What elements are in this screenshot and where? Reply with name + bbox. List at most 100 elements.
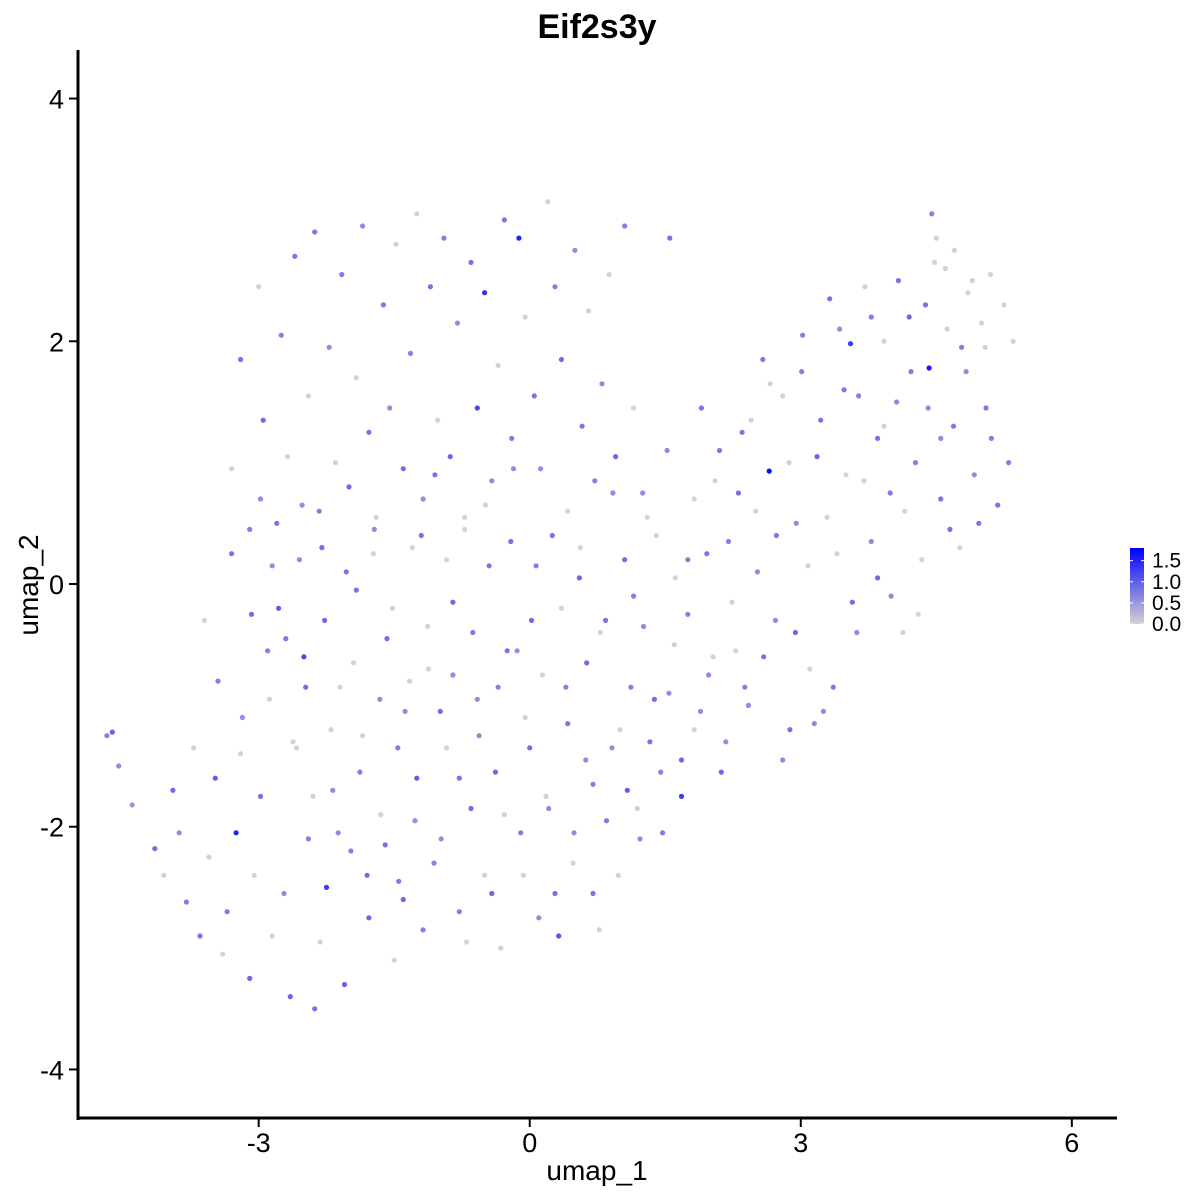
- cell-point: [931, 259, 938, 265]
- cell-point: [287, 994, 293, 1000]
- cell-point: [947, 526, 953, 533]
- cell-point: [579, 423, 585, 429]
- y-tick-label: -2: [40, 813, 64, 843]
- cell-point: [409, 545, 415, 551]
- cell-point: [628, 684, 634, 690]
- cell-point: [539, 672, 546, 678]
- cell-point: [742, 684, 748, 690]
- cell-point: [510, 466, 517, 472]
- cell-point: [729, 599, 735, 605]
- cell-point: [787, 727, 793, 733]
- cell-point: [343, 569, 349, 575]
- chart-title: Eif2s3y: [537, 8, 656, 46]
- cell-point: [305, 836, 311, 842]
- cell-point: [641, 623, 647, 630]
- cell-point: [678, 793, 685, 800]
- cell-point: [837, 326, 843, 332]
- cell-point: [414, 775, 420, 781]
- cell-point: [647, 739, 653, 745]
- cell-point: [432, 472, 438, 478]
- y-tick-label: -4: [40, 1055, 64, 1085]
- cell-point: [704, 551, 710, 557]
- cell-point: [748, 417, 754, 423]
- cell-point: [305, 393, 311, 399]
- cell-point: [563, 684, 569, 690]
- cell-point: [380, 302, 386, 308]
- cell-point: [780, 393, 786, 399]
- cell-point: [827, 296, 833, 302]
- cell-point: [396, 878, 402, 884]
- cell-point: [902, 508, 908, 514]
- cell-point: [938, 496, 944, 502]
- cell-point: [400, 896, 406, 903]
- cell-point: [371, 526, 377, 533]
- cell-point: [435, 417, 441, 423]
- cell-point: [660, 830, 666, 836]
- cell-point: [849, 599, 855, 605]
- cell-point: [786, 460, 792, 466]
- cell-point: [522, 714, 528, 721]
- cell-point: [328, 727, 334, 733]
- cell-point: [312, 1006, 318, 1012]
- cell-point: [753, 508, 759, 514]
- cell-point: [407, 350, 414, 356]
- cell-point: [590, 890, 596, 897]
- cell-point: [875, 435, 881, 441]
- cell-point: [881, 338, 887, 344]
- cell-point: [294, 745, 300, 751]
- cell-point: [317, 939, 323, 945]
- cell-point: [337, 684, 343, 690]
- cell-point: [348, 848, 354, 854]
- cell-point: [807, 666, 813, 672]
- cell-point: [346, 484, 352, 490]
- cell-point: [501, 812, 507, 818]
- cell-point: [402, 708, 408, 715]
- cell-point: [357, 769, 363, 775]
- colorbar-label: 1.5: [1152, 550, 1181, 573]
- cell-point: [919, 557, 925, 563]
- cell-point: [514, 648, 520, 654]
- cell-point: [754, 569, 761, 575]
- cell-point: [420, 496, 426, 502]
- colorbar-legend: 1.51.00.50.0: [1130, 548, 1181, 636]
- cell-point: [323, 884, 330, 891]
- cell-point: [570, 860, 576, 866]
- cell-point: [420, 927, 426, 933]
- cell-point: [760, 356, 766, 363]
- cell-point: [820, 708, 827, 715]
- cell-point: [697, 708, 704, 715]
- cell-point: [266, 696, 273, 702]
- cell-point: [908, 369, 914, 375]
- cell-point: [516, 235, 522, 241]
- cell-point: [104, 733, 110, 739]
- cell-point: [233, 830, 239, 836]
- x-axis-title: umap_1: [546, 1155, 647, 1186]
- cell-point: [793, 520, 799, 526]
- cell-point: [666, 690, 672, 696]
- cell-point: [915, 611, 921, 617]
- cell-point: [824, 514, 830, 520]
- cell-point: [444, 745, 450, 751]
- cell-point: [667, 235, 673, 241]
- cell-point: [247, 975, 253, 982]
- cell-point: [531, 393, 537, 399]
- cell-point: [854, 629, 860, 636]
- cell-point: [624, 787, 630, 793]
- cell-point: [462, 514, 468, 520]
- cell-point: [212, 775, 218, 781]
- cell-point: [596, 927, 602, 933]
- cell-point: [868, 314, 874, 320]
- cell-point: [572, 247, 578, 253]
- cell-point: [929, 211, 935, 217]
- x-tick-label: -3: [247, 1128, 271, 1158]
- cell-point: [965, 290, 971, 296]
- cell-point: [441, 235, 447, 241]
- cell-point: [438, 836, 444, 842]
- cell-point: [805, 563, 811, 569]
- cell-point: [545, 199, 551, 205]
- cell-point: [906, 314, 912, 320]
- cell-point: [610, 490, 616, 496]
- cell-point: [971, 472, 977, 478]
- cell-point: [377, 696, 383, 702]
- cell-point: [341, 981, 348, 988]
